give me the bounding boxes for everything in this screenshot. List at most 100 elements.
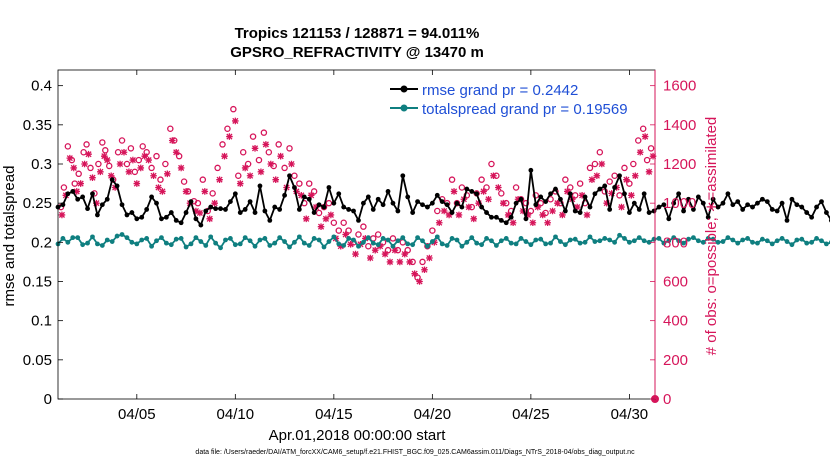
obs-assimilated-marker: [480, 188, 487, 195]
rmse-point: [341, 204, 347, 210]
totalspread-point: [277, 235, 283, 241]
totalspread-point: [439, 241, 445, 247]
totalspread-point: [129, 239, 135, 245]
obs-possible-marker: [345, 227, 352, 234]
rmse-point: [740, 207, 746, 212]
totalspread-point: [528, 242, 534, 248]
rmse-point: [420, 202, 425, 208]
obs-assimilated-marker: [182, 188, 190, 195]
rmse-point: [321, 204, 327, 210]
obs-possible-marker: [99, 139, 106, 146]
obs-assimilated-marker: [406, 258, 413, 266]
obs-assimilated-marker: [85, 150, 92, 158]
totalspread-point: [779, 236, 785, 241]
rmse-point: [252, 210, 258, 215]
rmse-point: [385, 189, 391, 194]
obs-possible-marker: [360, 223, 367, 230]
totalspread-point: [218, 245, 223, 251]
totalspread-point: [764, 238, 770, 244]
obs-possible-marker: [199, 176, 207, 183]
rmse-point: [395, 208, 401, 214]
obs-assimilated-marker: [534, 203, 542, 211]
totalspread-point: [282, 239, 287, 244]
obs-assimilated-marker: [573, 203, 581, 211]
rmse-point: [686, 196, 691, 202]
obs-assimilated-marker: [177, 164, 185, 172]
obs-assimilated-marker: [608, 190, 615, 197]
rmse-point: [779, 200, 785, 206]
rmse-point: [651, 208, 657, 214]
totalspread-point: [163, 240, 169, 246]
series-layer: [55, 105, 830, 403]
rmse-point: [247, 199, 253, 205]
obs-assimilated-marker: [302, 215, 310, 223]
obs-assimilated-marker: [645, 168, 653, 176]
rmse-point: [296, 207, 302, 212]
obs-assimilated-marker: [623, 176, 630, 183]
obs-assimilated-marker: [490, 172, 497, 180]
obs-possible-marker: [286, 145, 293, 152]
totalspread-point: [636, 235, 642, 241]
x-tick-label: 04/25: [512, 406, 550, 423]
obs-assimilated-marker: [62, 192, 70, 199]
obs-assimilated-marker: [524, 211, 532, 219]
rmse-point: [119, 202, 125, 208]
obs-possible-marker: [102, 147, 109, 154]
totalspread-point: [346, 236, 352, 241]
obs-possible-marker: [330, 219, 338, 226]
obs-possible-marker: [453, 199, 461, 207]
obs-possible-marker: [424, 242, 431, 250]
obs-possible-marker: [384, 246, 392, 254]
totalspread-point: [681, 240, 686, 246]
rmse-point: [602, 183, 608, 189]
totalspread-point: [626, 239, 632, 245]
obs-assimilated-marker: [416, 278, 423, 285]
rmse-point: [656, 204, 662, 210]
obs-assimilated-marker: [554, 199, 561, 207]
obs-assimilated-marker: [337, 242, 345, 250]
rmse-point: [528, 167, 534, 173]
rmse-point: [498, 218, 504, 223]
totalspread-point: [262, 236, 268, 241]
legend-rmse-label: rmse grand pr = 0.2442: [422, 82, 578, 99]
obs-possible-marker: [586, 164, 594, 172]
totalspread-point: [154, 238, 159, 244]
obs-assimilated-marker: [232, 117, 239, 125]
y-tick-label: 0.3: [31, 156, 52, 173]
totalspread-point: [134, 241, 140, 247]
obs-assimilated-marker: [196, 209, 204, 217]
totalspread-point: [498, 238, 504, 244]
obs-possible-marker: [527, 207, 535, 215]
obs-assimilated-marker: [342, 231, 349, 238]
rmse-point: [449, 210, 455, 215]
obs-assimilated-marker: [93, 199, 100, 207]
totalspread-point: [306, 243, 312, 248]
obs-possible-marker: [635, 137, 642, 144]
totalspread-point: [405, 241, 411, 247]
rmse-point: [681, 208, 686, 214]
rmse-point: [597, 186, 603, 192]
y-tick-label: 0: [44, 391, 52, 408]
obs-assimilated-marker: [401, 250, 409, 258]
y2-tick-label: 600: [663, 274, 688, 291]
totalspread-point: [646, 239, 652, 245]
totalspread-point: [695, 238, 701, 244]
obs-possible-marker: [260, 129, 268, 136]
totalspread-point: [676, 238, 682, 244]
totalspread-point: [252, 243, 258, 249]
rmse-point: [503, 220, 509, 226]
obs-assimilated-marker: [107, 172, 115, 180]
rmse-point: [799, 204, 805, 210]
totalspread-point: [198, 239, 204, 244]
obs-possible-marker: [194, 199, 202, 207]
rmse-point: [479, 204, 485, 210]
totalspread-point: [666, 238, 672, 244]
obs-possible-marker: [249, 133, 257, 140]
rmse-point: [631, 200, 637, 206]
rmse-point: [203, 208, 209, 214]
totalspread-point: [750, 239, 755, 245]
obs-assimilated-marker: [58, 211, 66, 219]
rmse-point: [636, 207, 642, 212]
obs-assimilated-marker: [440, 207, 448, 215]
totalspread-point: [213, 240, 219, 246]
